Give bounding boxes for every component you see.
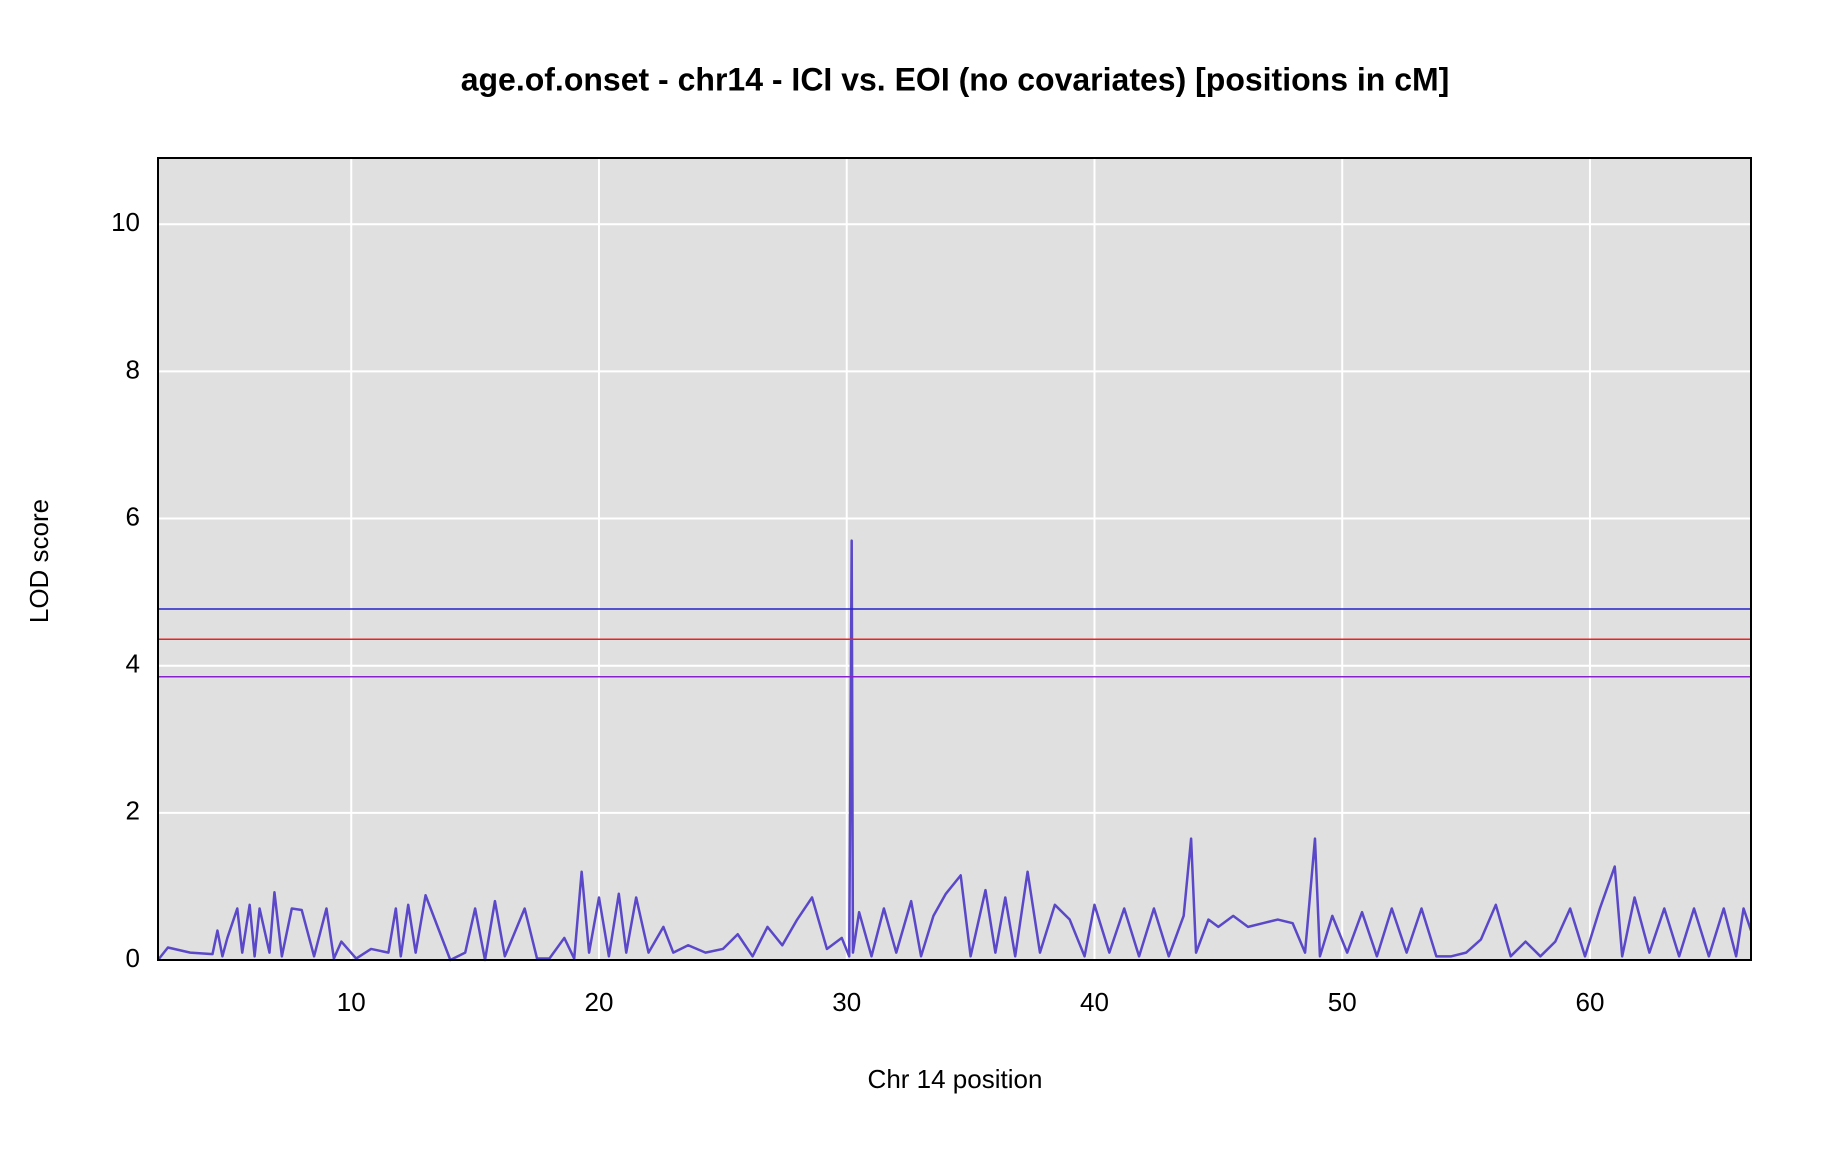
y-tick-label: 2 (126, 796, 140, 826)
plot-frame (157, 157, 1752, 961)
x-tick-label: 30 (832, 987, 861, 1017)
x-tick-label: 60 (1576, 987, 1605, 1017)
x-tick-label: 40 (1080, 987, 1109, 1017)
lod-line (157, 539, 1753, 962)
y-tick-label: 8 (126, 354, 140, 384)
chart-title: age.of.onset - chr14 - ICI vs. EOI (no c… (461, 61, 1450, 97)
y-tick-label: 6 (126, 501, 140, 531)
x-tick-label: 20 (585, 987, 614, 1017)
x-tick-label: 50 (1328, 987, 1357, 1017)
plot-background (158, 158, 1751, 960)
y-axis-label: LOD score (24, 499, 54, 623)
y-tick-label: 4 (126, 649, 140, 679)
x-tick-label: 10 (337, 987, 366, 1017)
x-axis-label: Chr 14 position (868, 1064, 1043, 1094)
y-tick-label: 10 (111, 207, 140, 237)
y-tick-label: 0 (126, 943, 140, 973)
